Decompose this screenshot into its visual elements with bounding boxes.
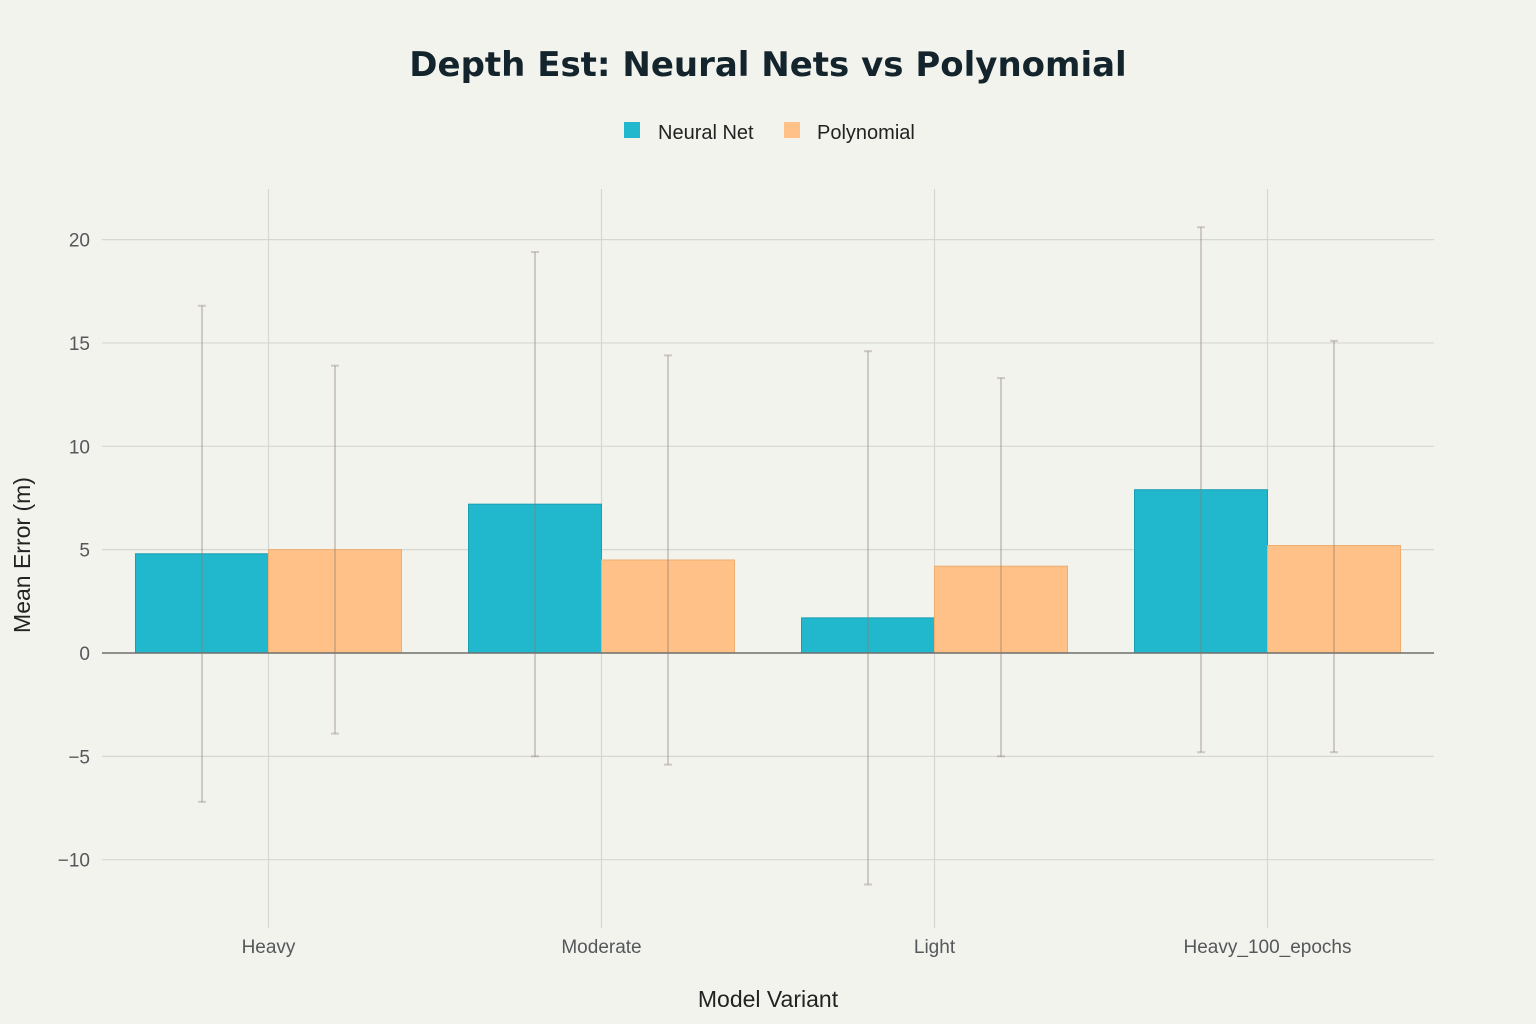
legend-swatch-polynomial xyxy=(784,122,800,138)
x-tick-label: Moderate xyxy=(561,937,641,958)
x-axis-ticks: Heavy Moderate Light Heavy_100_epochs xyxy=(242,937,1352,958)
y-tick-label: 0 xyxy=(79,644,90,665)
legend: Neural Net Polynomial xyxy=(624,122,915,144)
x-tick-label: Light xyxy=(914,937,956,958)
chart-title: Depth Est: Neural Nets vs Polynomial xyxy=(409,45,1126,85)
bar-neural-net xyxy=(468,503,602,654)
bar-polynomial xyxy=(601,559,735,654)
x-axis-title: Model Variant xyxy=(698,986,839,1012)
bar-polynomial xyxy=(268,549,402,654)
y-axis-ticks: −10 −5 0 5 10 15 20 xyxy=(58,231,90,872)
y-tick-label: 5 xyxy=(79,541,90,562)
x-tick-label: Heavy_100_epochs xyxy=(1184,937,1352,958)
y-tick-label: −10 xyxy=(58,851,90,872)
bar-polynomial xyxy=(1267,545,1401,654)
bars xyxy=(135,489,1401,654)
legend-swatch-neural-net xyxy=(624,122,640,138)
legend-label-neural-net: Neural Net xyxy=(658,122,754,144)
y-tick-label: 20 xyxy=(69,231,90,252)
y-tick-label: −5 xyxy=(68,747,90,768)
legend-label-polynomial: Polynomial xyxy=(817,122,915,144)
bar-neural-net xyxy=(1134,489,1268,654)
y-tick-label: 15 xyxy=(69,334,90,355)
y-axis-title: Mean Error (m) xyxy=(9,477,35,633)
bar-polynomial xyxy=(934,565,1068,654)
x-tick-label: Heavy xyxy=(242,937,296,958)
y-tick-label: 10 xyxy=(69,437,90,458)
error-bars xyxy=(198,226,1338,886)
